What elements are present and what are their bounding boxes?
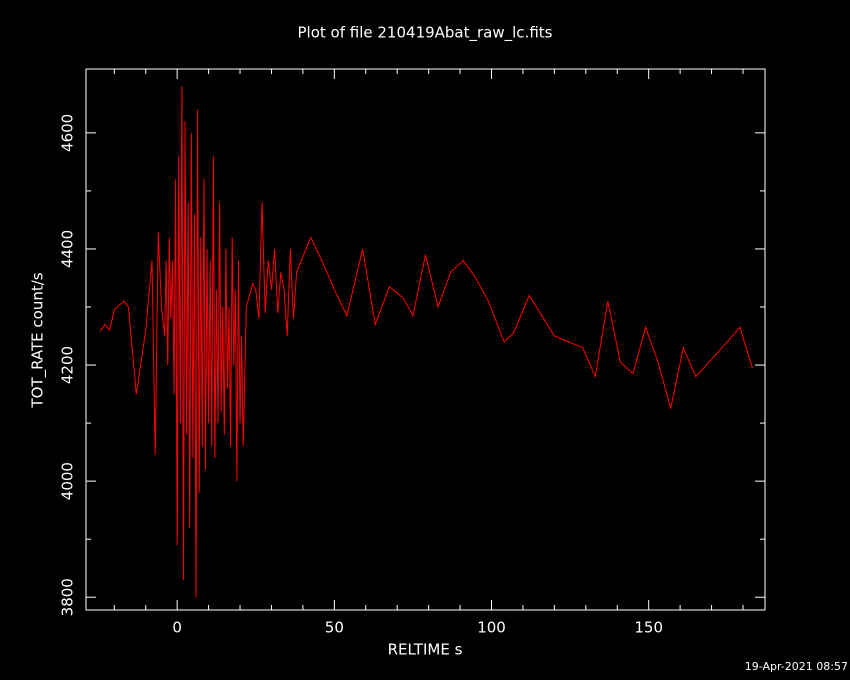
x-axis-label: RELTIME s	[388, 641, 463, 659]
y-tick-label: 4400	[59, 230, 77, 268]
y-tick-label: 4200	[59, 346, 77, 384]
y-tick-label: 3800	[59, 578, 77, 616]
y-tick-label: 4000	[59, 462, 77, 500]
x-tick-label: 100	[477, 619, 506, 637]
y-tick-label: 4600	[59, 114, 77, 152]
chart-title: Plot of file 210419Abat_raw_lc.fits	[298, 24, 553, 43]
y-axis-label: TOT_RATE count/s	[29, 272, 48, 408]
light-curve	[99, 86, 753, 598]
x-tick-label: 50	[325, 619, 344, 637]
plot-frame	[85, 68, 766, 611]
timestamp: 19-Apr-2021 08:57	[745, 660, 848, 673]
x-tick-label: 0	[172, 619, 182, 637]
x-tick-label: 150	[634, 619, 663, 637]
